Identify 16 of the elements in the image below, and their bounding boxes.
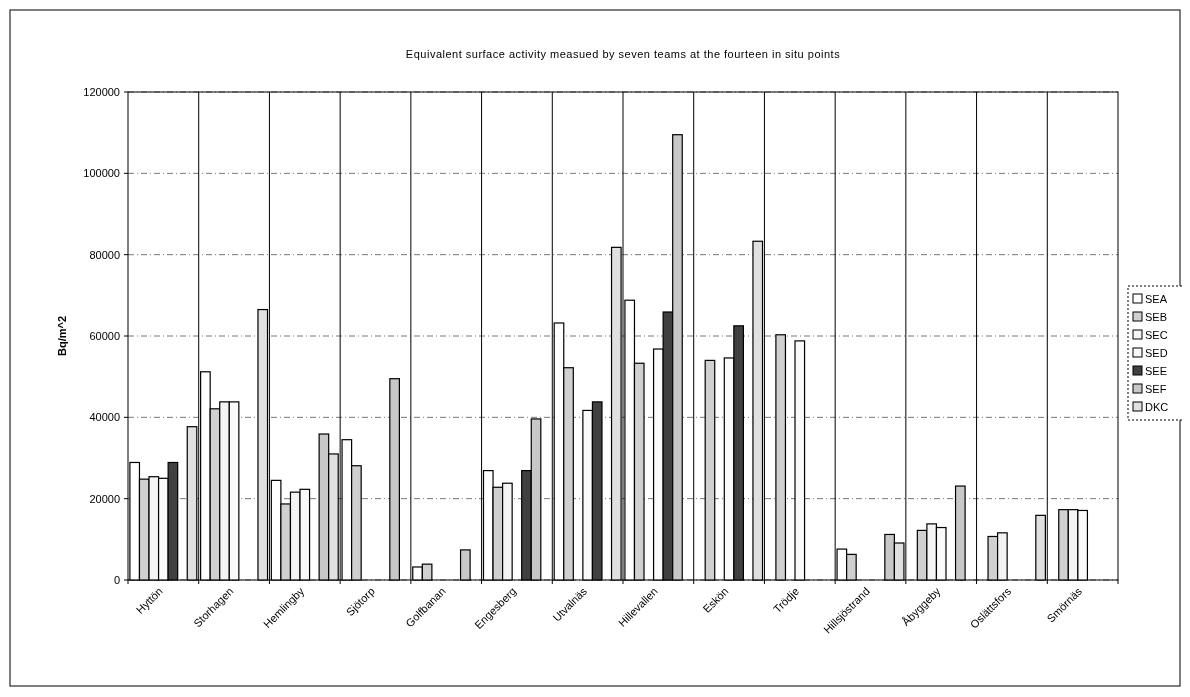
legend-label: DKC	[1145, 400, 1169, 413]
y-tick-label: 80000	[89, 248, 120, 261]
chart-title: Equivalent surface activity measued by seven teams at the fourteen in situ points	[405, 48, 841, 60]
legend-label: SEA	[1145, 292, 1168, 305]
legend-label: SEF	[1145, 382, 1167, 395]
y-axis-title: Bq/m^2	[56, 315, 68, 357]
y-tick-label: 60000	[89, 329, 120, 342]
y-tick-label: 20000	[89, 492, 120, 505]
y-tick-label: 100000	[83, 167, 120, 180]
legend-label: SEC	[1145, 328, 1168, 341]
legend-label: SEB	[1145, 310, 1168, 323]
legend-label: SEE	[1145, 364, 1168, 377]
y-tick-label: 120000	[83, 85, 120, 98]
y-tick-label: 0	[113, 573, 120, 586]
y-tick-label: 40000	[89, 411, 120, 424]
legend-label: SED	[1145, 346, 1168, 359]
